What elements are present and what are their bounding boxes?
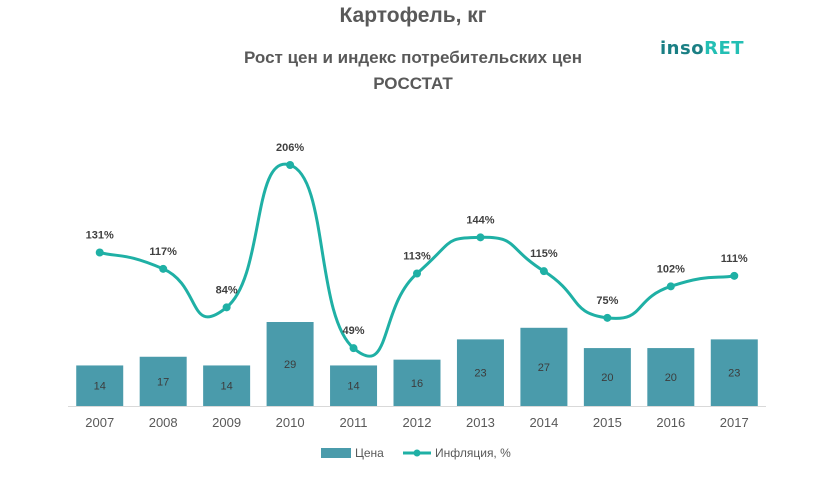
price-bar-label: 14 [221, 381, 233, 393]
price-bar [393, 359, 441, 406]
x-tick-label: 2008 [149, 415, 178, 430]
price-bar [710, 339, 758, 406]
x-tick-label: 2015 [593, 415, 622, 430]
price-bar-label: 29 [284, 359, 296, 371]
inflation-point-label: 206% [276, 142, 304, 154]
price-bar [139, 356, 187, 406]
inflation-point-label: 117% [149, 246, 177, 258]
x-tick-label: 2014 [529, 415, 558, 430]
inflation-point [95, 248, 104, 257]
price-bar-label: 14 [347, 381, 359, 393]
chart-subtitle: Рост цен и индекс потребительских цен РО… [200, 45, 626, 97]
inflation-point [222, 303, 231, 312]
inflation-point-label: 113% [403, 251, 431, 263]
inflation-point-label: 144% [466, 214, 494, 226]
price-bar [266, 322, 314, 406]
price-bar-label: 27 [538, 362, 550, 374]
price-bar-label: 14 [94, 381, 106, 393]
price-bar [330, 365, 378, 406]
price-bar-label: 20 [665, 372, 677, 384]
logo-part-2: RET [704, 38, 745, 59]
logo-part-1: inso [660, 38, 705, 59]
brand-logo: insoRET [660, 38, 744, 59]
chart-title: Картофель, кг [339, 4, 487, 27]
x-tick-label: 2017 [720, 415, 749, 430]
price-bar-label: 23 [474, 368, 486, 380]
inflation-point-label: 102% [657, 263, 685, 275]
inflation-point-label: 111% [721, 253, 748, 265]
inflation-point [603, 313, 612, 322]
x-tick-label: 2012 [403, 415, 432, 430]
subtitle-line-2: РОССТАТ [373, 74, 453, 93]
subtitle-line-1: Рост цен и индекс потребительских цен [244, 48, 582, 67]
price-bar [203, 365, 251, 406]
inflation-point [666, 282, 675, 291]
price-bar [456, 339, 504, 406]
inflation-point-label: 75% [596, 295, 618, 307]
inflation-point [349, 344, 358, 353]
inflation-point [539, 267, 548, 276]
inflation-point-label: 84% [216, 284, 238, 296]
price-bar [520, 327, 568, 406]
x-tick-label: 2016 [656, 415, 685, 430]
inflation-point-label: 49% [343, 325, 365, 337]
legend-bar-swatch [321, 448, 351, 458]
legend-line-marker [413, 449, 421, 457]
x-tick-label: 2009 [212, 415, 241, 430]
price-bar-label: 23 [728, 368, 740, 380]
inflation-point [159, 264, 168, 273]
price-bar-label: 16 [411, 378, 423, 390]
inflation-point [730, 271, 739, 280]
price-bar [583, 348, 631, 406]
price-bar-label: 17 [157, 376, 169, 388]
price-bar [76, 365, 124, 406]
x-tick-label: 2013 [466, 415, 495, 430]
inflation-point [476, 233, 485, 242]
price-bar-label: 20 [601, 372, 613, 384]
x-tick-label: 2011 [340, 415, 368, 430]
price-bar [647, 348, 695, 406]
x-tick-label: 2010 [276, 415, 305, 430]
inflation-point [286, 161, 295, 169]
x-tick-label: 2007 [85, 415, 114, 430]
legend-line-label: Инфляция, % [435, 446, 511, 460]
inflation-point-label: 115% [530, 248, 558, 260]
inflation-point-label: 131% [86, 230, 114, 242]
legend-bar-label: Цена [355, 446, 384, 460]
inflation-point [413, 269, 421, 278]
